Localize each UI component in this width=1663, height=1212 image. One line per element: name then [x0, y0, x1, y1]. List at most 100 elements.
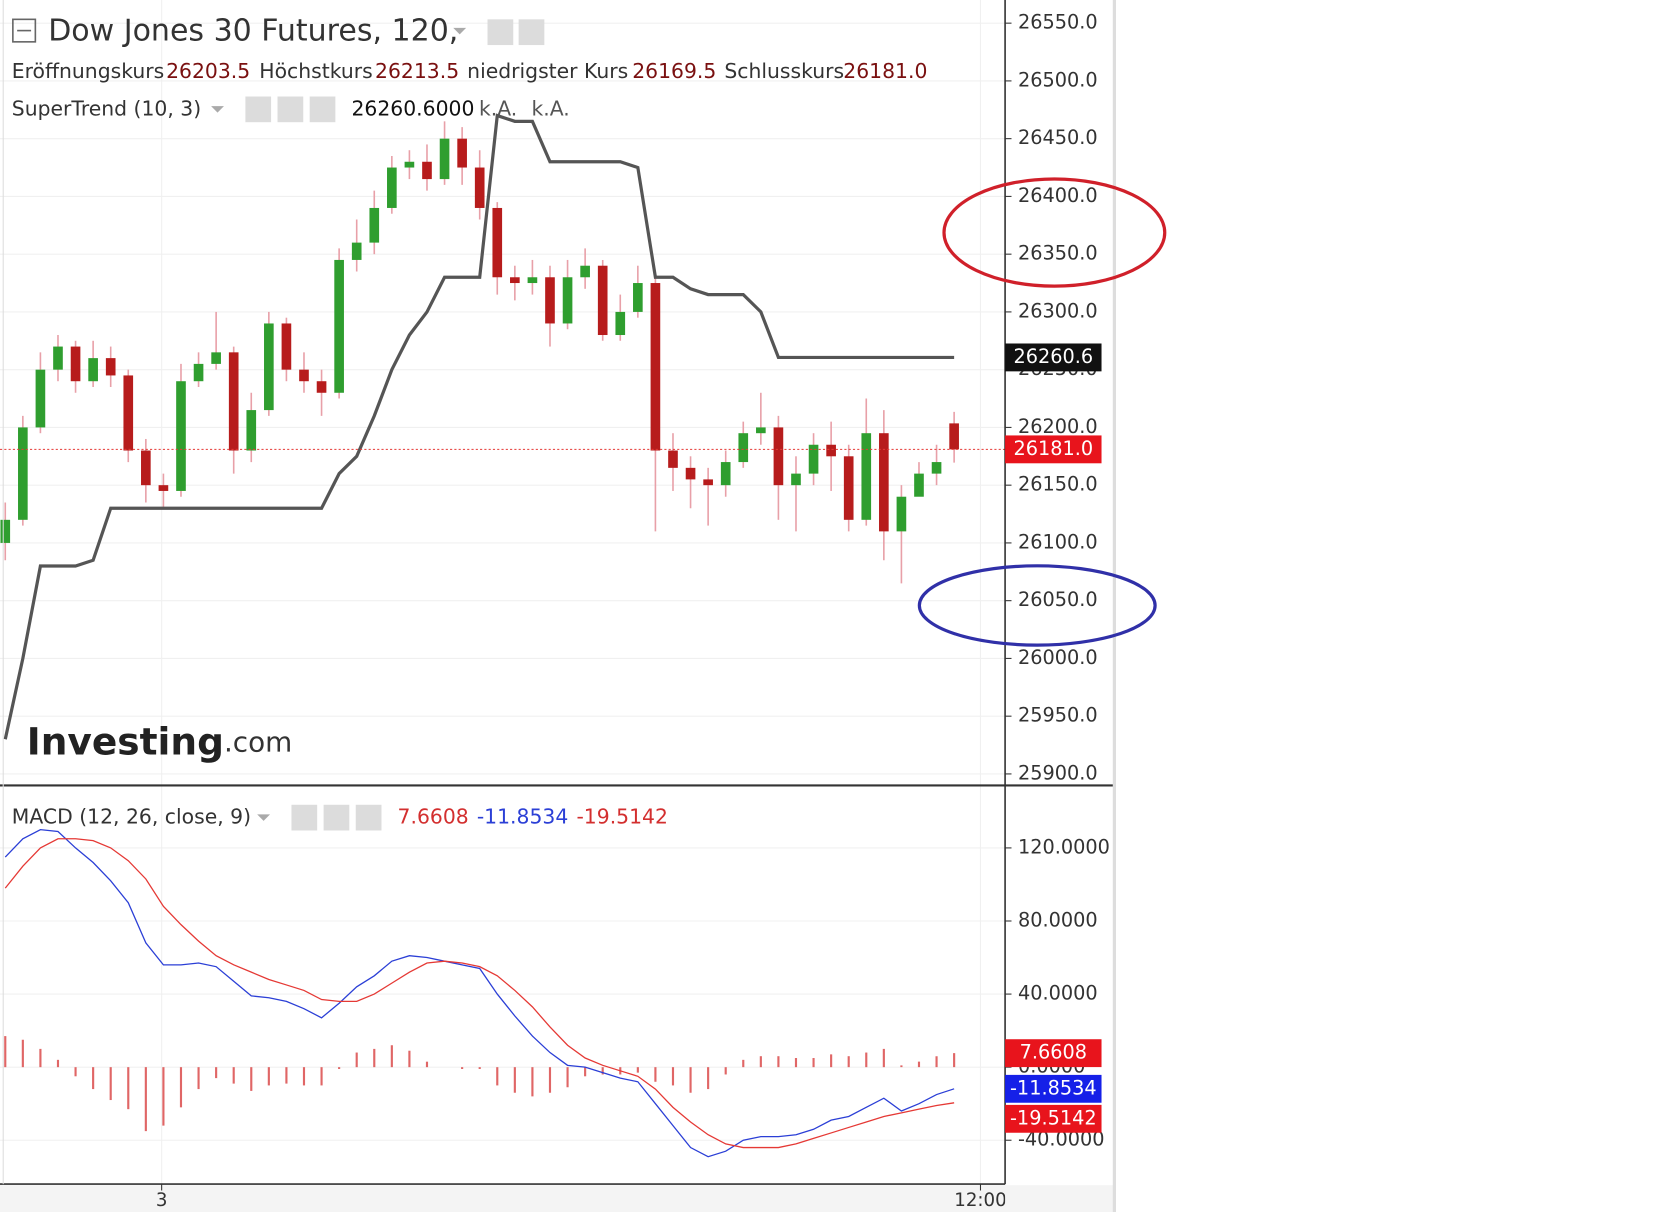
y-tick-label: 26350.0 [1018, 242, 1098, 265]
candle-body [316, 381, 327, 393]
candle-body [281, 323, 292, 370]
candle-body [843, 456, 854, 520]
candle-body [879, 433, 889, 532]
legend-label: Eröffnungskurs [12, 59, 164, 83]
candle-body [211, 352, 221, 364]
remove-icon[interactable] [309, 96, 336, 123]
macd-axis-label-bg [1005, 1104, 1102, 1133]
candle-body [896, 496, 907, 532]
chart-bg [0, 0, 1114, 1212]
y-tick-label: 40.0000 [1018, 982, 1098, 1005]
candle-body [931, 462, 942, 474]
settings-icon[interactable] [323, 804, 350, 831]
macd-name: MACD (12, 26, close, 9) [12, 805, 251, 829]
candle-body [527, 277, 538, 284]
candle-body [0, 519, 11, 543]
candle-body [299, 369, 309, 382]
y-tick-label: 26450.0 [1018, 126, 1098, 149]
candle-body [369, 207, 380, 243]
settings-icon[interactable] [518, 19, 545, 46]
candle-body [158, 485, 169, 491]
legend-value: 26203.5 [166, 59, 250, 83]
macd-axis-label: -19.5142 [1010, 1106, 1097, 1129]
candle-body [545, 277, 555, 324]
dropdown-arrow[interactable] [453, 27, 467, 35]
candle-body [474, 167, 485, 208]
y-tick-label: 26150.0 [1018, 473, 1098, 496]
legend-label: Schlusskurs [724, 59, 844, 83]
y-tick-label: 26050.0 [1018, 588, 1098, 611]
candle-body [808, 444, 819, 474]
supertrend-na: k.A. [479, 96, 517, 120]
candle-body [633, 283, 643, 312]
macd-axis-label-bg [1005, 1074, 1102, 1103]
candle-body [510, 277, 520, 284]
x-tick-label: 3 [156, 1190, 168, 1211]
supertrend-line [3, 113, 955, 740]
collapse-button[interactable] [12, 18, 37, 43]
y-tick-label: 26200.0 [1018, 415, 1098, 438]
candle-body [351, 242, 362, 260]
x-tick-label: 12:00 [954, 1190, 1006, 1211]
candle-body [738, 433, 749, 463]
candle-body [193, 363, 204, 382]
candle-body [439, 138, 450, 180]
macd-histogram-value: 7.6608 [398, 805, 469, 829]
time-axis: 3 12:00 [156, 1184, 1006, 1211]
macd-axis-label-bg [1005, 1039, 1102, 1068]
candle-body [264, 323, 274, 411]
candle-body [88, 358, 98, 382]
y-tick-label: 26000.0 [1018, 646, 1098, 669]
macd-pane [4, 828, 956, 1158]
candle-body [773, 427, 784, 486]
candle-body [861, 433, 872, 520]
last-price-axis-label-bg [1005, 435, 1102, 464]
candle-body [70, 346, 81, 382]
legend-value: 26169.5 [632, 59, 716, 83]
y-tick-label: 80.0000 [1018, 908, 1098, 931]
candle-body [387, 167, 397, 208]
y-tick-label: 25950.0 [1018, 704, 1098, 727]
remove-icon[interactable] [355, 804, 382, 831]
candle-body [597, 265, 608, 336]
visibility-icon[interactable] [291, 804, 318, 831]
last-price-axis-label: 26181.0 [1013, 437, 1093, 460]
candle-body [791, 473, 801, 486]
macd-axis-label: -11.8534 [1010, 1076, 1097, 1099]
y-tick-label: 26100.0 [1018, 530, 1098, 553]
macd-line [4, 838, 955, 1149]
candle-body [914, 473, 924, 497]
candle-body [492, 207, 503, 278]
supertrend-axis-label-bg [1005, 343, 1102, 372]
candle-body [35, 369, 46, 428]
candle-body [18, 427, 28, 520]
candle-body [650, 283, 661, 451]
candle-body [123, 375, 134, 451]
candle-body [562, 277, 573, 324]
candle-body [826, 444, 836, 457]
supertrend-na: k.A. [531, 96, 569, 120]
candle-body [422, 161, 432, 180]
supertrend-axis-label: 26260.6 [1013, 345, 1093, 368]
y-tick-label: 26500.0 [1018, 68, 1098, 91]
y-tick-label: 26400.0 [1018, 184, 1098, 207]
macd-line [4, 828, 955, 1158]
y-tick-label: 25900.0 [1018, 761, 1098, 784]
candle-body [615, 311, 626, 336]
candle-body [141, 450, 151, 486]
chart-title: Dow Jones 30 Futures, 120, [48, 14, 458, 49]
legend-label: Höchstkurs [259, 59, 372, 83]
dropdown-arrow[interactable] [211, 106, 224, 113]
candle-body [404, 161, 415, 168]
candle-body [457, 138, 467, 168]
candle-body [105, 358, 116, 376]
logo-suffix: .com [224, 726, 292, 759]
visibility-icon[interactable] [487, 19, 514, 46]
y-tick-label: 26550.0 [1018, 11, 1098, 34]
y-tick-label: 120.0000 [1018, 835, 1110, 858]
settings-icon[interactable] [277, 96, 304, 123]
candle-body [246, 410, 257, 451]
dropdown-arrow[interactable] [257, 814, 271, 821]
visibility-icon[interactable] [245, 96, 272, 123]
